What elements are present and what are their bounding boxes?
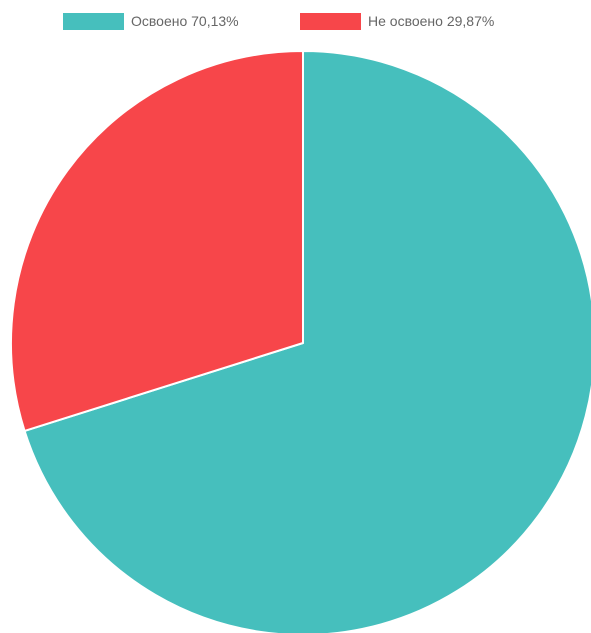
legend-item-ne-osvoeno[interactable]: Не освоено 29,87% — [300, 10, 494, 32]
legend-item-osvoeno[interactable]: Освоено 70,13% — [63, 10, 239, 32]
pie-slice-osvoeno[interactable] — [23, 50, 591, 633]
legend-swatch-osvoeno — [63, 12, 124, 30]
legend-label-osvoeno: Освоено 70,13% — [131, 13, 239, 29]
legend-swatch-ne-osvoeno — [300, 12, 361, 30]
pie-slice-ne-osvoeno[interactable] — [10, 50, 304, 432]
chart-legend: Освоено 70,13% Не освоено 29,87% — [0, 10, 591, 32]
legend-label-ne-osvoeno: Не освоено 29,87% — [368, 13, 495, 29]
